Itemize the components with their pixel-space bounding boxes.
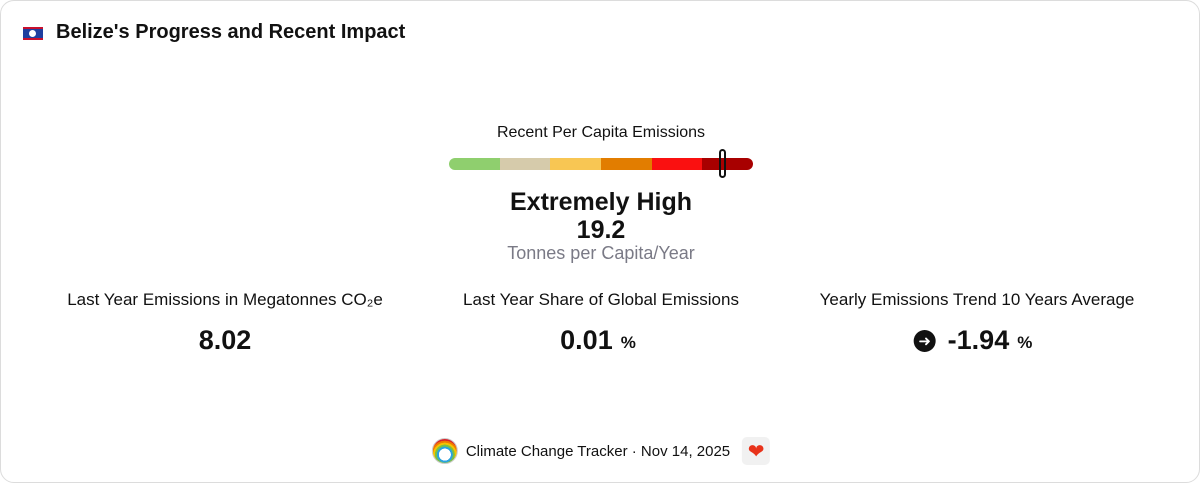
gauge-rating: Extremely High xyxy=(509,188,693,216)
gauge-marker xyxy=(719,149,726,178)
stat-unit: % xyxy=(1017,332,1033,352)
stat-value: 0.01% xyxy=(560,325,636,356)
footer-source[interactable]: Climate Change Tracker · Nov 14, 2025 xyxy=(465,442,731,460)
logo xyxy=(431,438,458,464)
stat-label: Last Year Share of Global Emissions xyxy=(463,290,739,309)
like-button[interactable]: ❤ xyxy=(742,437,771,465)
gauge-bar xyxy=(449,158,753,170)
stat-unit: % xyxy=(620,332,636,352)
stat-number: 0.01 xyxy=(560,325,613,355)
footer: Climate Change Tracker · Nov 14, 2025 ❤ xyxy=(431,437,771,465)
stat-label: Last Year Emissions in Megatonnes CO₂e xyxy=(67,290,383,309)
stat-value: 8.02 xyxy=(199,325,252,356)
stat-label: Yearly Emissions Trend 10 Years Average xyxy=(819,290,1135,309)
stat-number: -1.94 xyxy=(947,325,1010,355)
stat-value: ➜ -1.94% xyxy=(913,325,1033,356)
trend-icon: ➜ xyxy=(913,329,936,352)
gauge-value: 19.2 xyxy=(576,216,626,244)
gauge-label: Recent Per Capita Emissions xyxy=(496,124,706,141)
card-title: Belize's Progress and Recent Impact xyxy=(56,21,406,43)
gauge-unit: Tonnes per Capita/Year xyxy=(507,243,695,263)
stat-number: 8.02 xyxy=(198,325,252,355)
flag-icon xyxy=(23,27,43,40)
